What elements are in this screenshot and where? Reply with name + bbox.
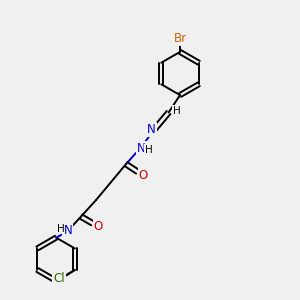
Text: N: N bbox=[137, 142, 146, 155]
Text: N: N bbox=[147, 123, 156, 136]
Text: Br: Br bbox=[173, 32, 187, 45]
Text: O: O bbox=[94, 220, 103, 233]
Text: H: H bbox=[57, 224, 64, 234]
Text: N: N bbox=[63, 224, 72, 237]
Text: H: H bbox=[173, 106, 181, 116]
Text: Cl: Cl bbox=[53, 272, 65, 286]
Text: H: H bbox=[145, 145, 153, 155]
Text: O: O bbox=[139, 169, 148, 182]
